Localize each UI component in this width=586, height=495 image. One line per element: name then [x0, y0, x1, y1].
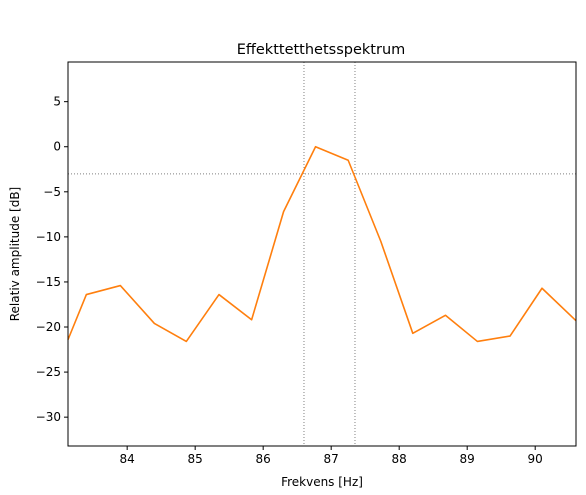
y-tick-label: −30 [36, 410, 61, 424]
x-tick-label: 85 [188, 452, 203, 466]
y-tick-label: −5 [43, 185, 61, 199]
x-tick-label: 89 [460, 452, 475, 466]
x-tick-label: 90 [528, 452, 543, 466]
x-tick-label: 88 [392, 452, 407, 466]
x-axis-label: Frekvens [Hz] [281, 475, 363, 489]
reference-lines [68, 62, 576, 446]
x-tick-label: 86 [256, 452, 271, 466]
series-line-0 [67, 145, 577, 343]
y-tick-label: −15 [36, 275, 61, 289]
series-layer [67, 145, 577, 343]
x-axis-ticks: 84 85 86 87 88 89 90 [120, 446, 543, 466]
x-tick-label: 84 [120, 452, 135, 466]
y-tick-label: −20 [36, 320, 61, 334]
x-tick-label: 87 [324, 452, 339, 466]
y-tick-label: −10 [36, 230, 61, 244]
chart-title: Effekttetthetsspektrum [237, 42, 406, 58]
y-tick-label: 0 [53, 140, 61, 154]
y-tick-label: −25 [36, 365, 61, 379]
plot-frame [67, 61, 577, 447]
y-axis-ticks: 5 0 −5 −10 −15 −20 −25 −30 [36, 95, 68, 424]
y-tick-label: 5 [53, 95, 61, 109]
y-axis-label: Relativ amplitude [dB] [8, 187, 22, 322]
